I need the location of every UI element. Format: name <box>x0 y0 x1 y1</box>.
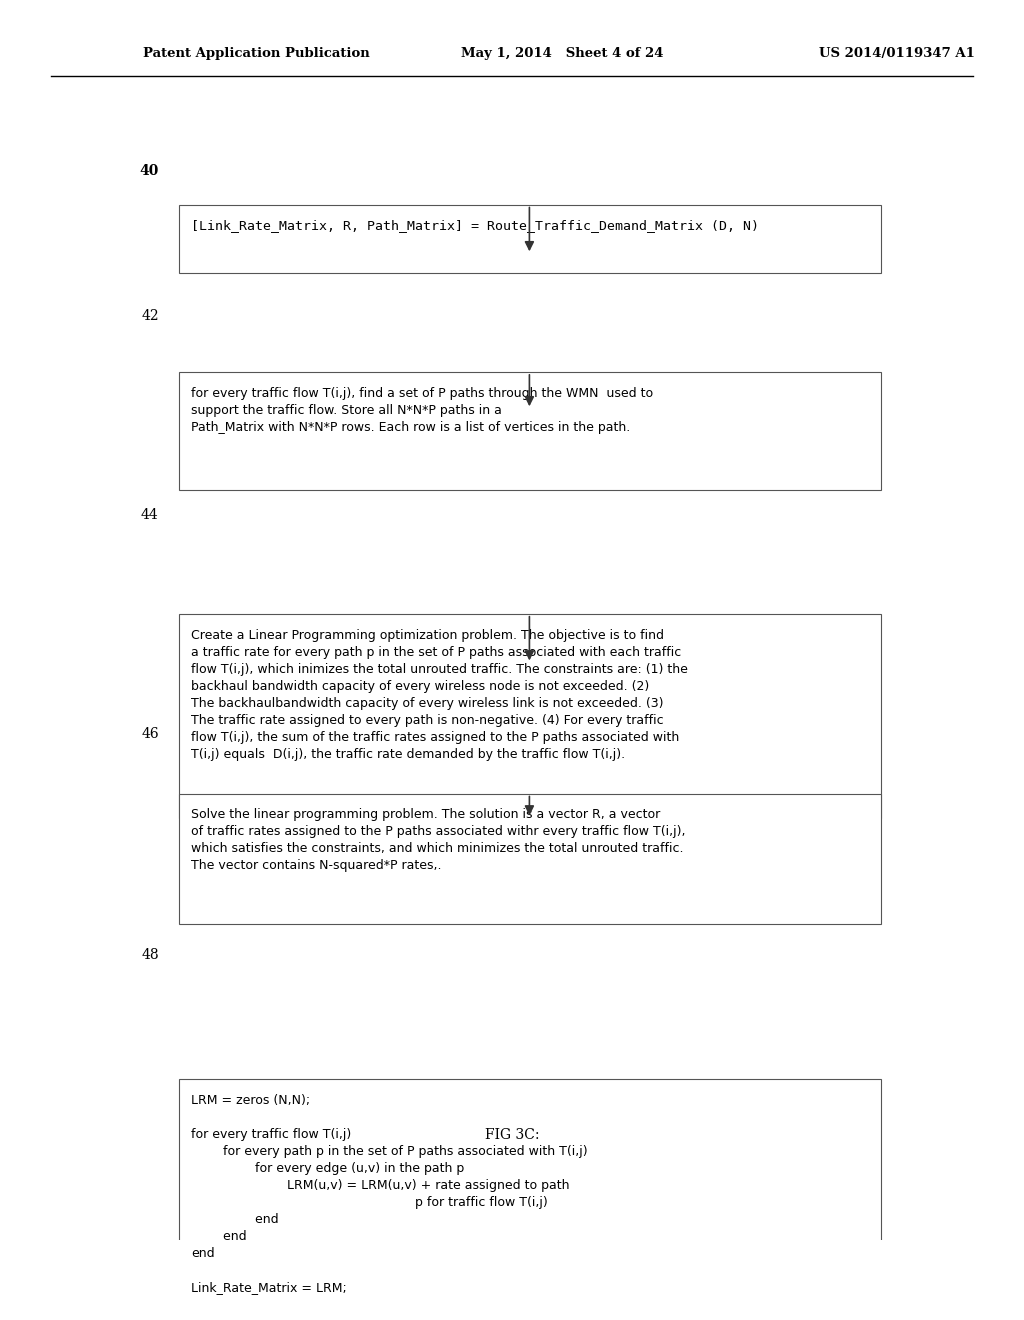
Text: 40: 40 <box>139 164 159 178</box>
Text: Solve the linear programming problem. The solution is a vector R, a vector
of tr: Solve the linear programming problem. Th… <box>191 808 686 873</box>
Text: Create a Linear Programming optimization problem. The objective is to find
a tra: Create a Linear Programming optimization… <box>191 628 688 760</box>
FancyBboxPatch shape <box>179 1078 881 1320</box>
Text: LRM = zeros (N,N);

for every traffic flow T(i,j)
        for every path p in th: LRM = zeros (N,N); for every traffic flo… <box>191 1094 588 1294</box>
Text: 44: 44 <box>141 508 159 521</box>
FancyBboxPatch shape <box>179 205 881 273</box>
Text: for every traffic flow T(i,j), find a set of P paths through the WMN  used to
su: for every traffic flow T(i,j), find a se… <box>191 387 653 434</box>
Text: May 1, 2014   Sheet 4 of 24: May 1, 2014 Sheet 4 of 24 <box>461 46 664 59</box>
FancyBboxPatch shape <box>179 372 881 490</box>
Text: [Link_Rate_Matrix, R, Path_Matrix] = Route_Traffic_Demand_Matrix (D, N): [Link_Rate_Matrix, R, Path_Matrix] = Rou… <box>191 219 760 232</box>
Text: Patent Application Publication: Patent Application Publication <box>143 46 370 59</box>
Text: FIG 3C:: FIG 3C: <box>484 1127 540 1142</box>
FancyBboxPatch shape <box>179 793 881 924</box>
Text: 48: 48 <box>141 948 159 962</box>
FancyBboxPatch shape <box>179 614 881 818</box>
Text: 42: 42 <box>141 309 159 323</box>
Text: US 2014/0119347 A1: US 2014/0119347 A1 <box>819 46 975 59</box>
Text: 46: 46 <box>141 727 159 741</box>
